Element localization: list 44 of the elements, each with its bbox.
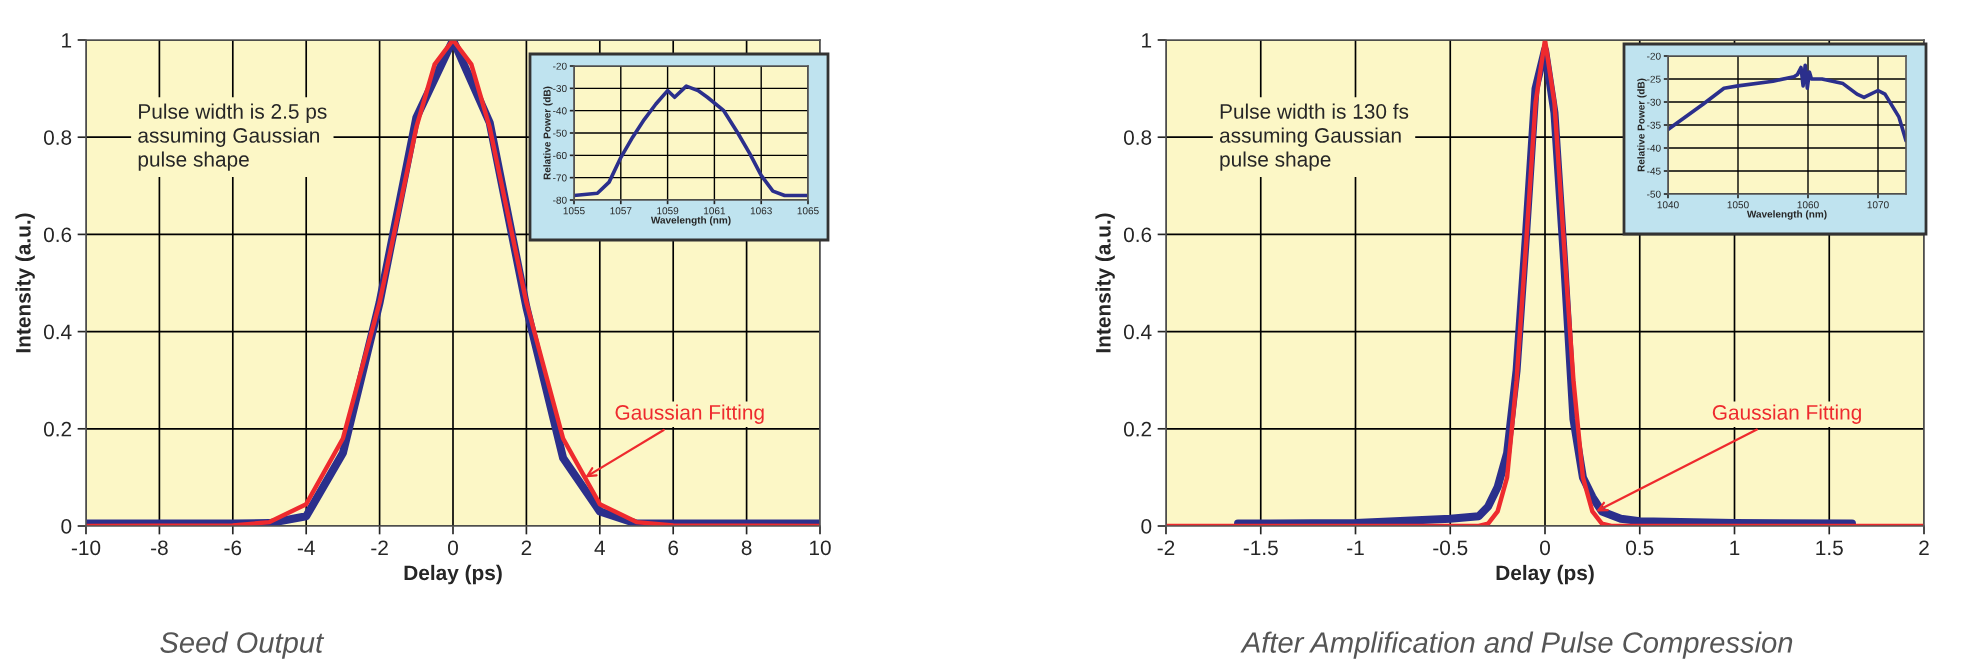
x-axis-title: Delay (ps) <box>404 564 502 585</box>
y-tick-label: 0.2 <box>1123 421 1152 437</box>
y-tick-label: 1 <box>1142 33 1152 48</box>
y-tick-label: 0.6 <box>1123 227 1152 243</box>
x-tick-label: -10 <box>71 540 101 556</box>
x-tick-label: -0.5 <box>1433 540 1468 556</box>
x-tick-label: 0.5 <box>1626 540 1654 556</box>
x-tick-label: 8 <box>741 540 752 556</box>
x-tick-label: 10 <box>810 540 831 556</box>
x-tick-label: -6 <box>224 540 242 556</box>
x-tick-label: 0 <box>448 540 458 556</box>
y-axis-title: Intensity (a.u.) <box>15 213 35 353</box>
x-tick-label: 2 <box>521 540 532 555</box>
x-tick-label: -4 <box>297 540 315 555</box>
text: After Amplification and Pulse Compression <box>1240 631 1793 659</box>
x-tick-label: -1.5 <box>1243 540 1278 556</box>
annotation: Gaussian Fitting <box>615 404 764 424</box>
y-axis-title: Intensity (a.u.) <box>1095 213 1115 353</box>
x-tick-label: -2 <box>371 540 388 555</box>
x-tick-label: 0 <box>1540 540 1550 556</box>
x-tick-label: -1 <box>1347 540 1364 555</box>
y-tick-label: 0.4 <box>43 324 72 340</box>
annotation: Gaussian Fitting <box>1712 404 1861 424</box>
x-axis-title: Delay (ps) <box>1496 564 1594 585</box>
y-tick-label: 0.6 <box>43 227 72 243</box>
x-tick-label: 6 <box>668 540 679 556</box>
line-series <box>1166 40 1924 526</box>
text: Seed Output <box>160 631 325 659</box>
line-series <box>1668 63 1906 143</box>
x-tick-label: -8 <box>151 540 168 556</box>
y-tick-label: 0 <box>1141 519 1152 534</box>
y-tick-label: 0.4 <box>1123 324 1152 340</box>
x-tick-label: 4 <box>594 540 605 555</box>
y-tick-label: 0.8 <box>1123 130 1152 145</box>
y-tick-label: 0 <box>61 519 72 534</box>
y-tick-label: 0.8 <box>43 130 72 145</box>
y-tick-label: 0.2 <box>43 421 72 437</box>
x-tick-label: 1 <box>1730 540 1740 555</box>
annotation: Pulse width is 130 fs assuming Gaussian pulse shape <box>1219 103 1409 171</box>
y-tick-label: 1 <box>62 33 72 48</box>
x-tick-label: -2 <box>1157 540 1175 555</box>
annotation: Pulse width is 2.5 ps assuming Gaussian pulse shape <box>138 103 327 171</box>
x-tick-label: 2 <box>1919 540 1929 555</box>
x-tick-label: 1.5 <box>1816 540 1843 556</box>
